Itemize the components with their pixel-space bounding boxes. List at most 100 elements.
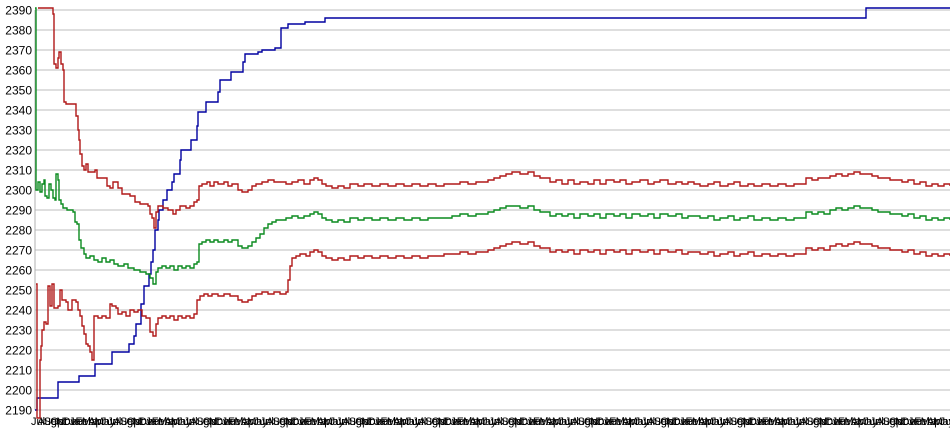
x-axis-label: Sep [577,416,597,428]
x-axis-label: Feb [380,416,399,428]
x-axis-label: May [95,416,116,428]
x-axis-label: Nov [56,416,76,428]
x-axis-label: Oct [355,416,372,428]
x-axis-label: May [476,416,497,428]
x-axis-label: Apr [622,416,639,428]
x-axis-label: Mar [387,416,406,428]
x-axis-label: Dec [749,416,769,428]
x-axis-label: Oct [203,416,220,428]
x-axis-label: Oct [126,416,143,428]
x-axis-label: May [171,416,192,428]
y-axis-label: 2250 [5,284,32,298]
x-axis-label: Dec [673,416,693,428]
x-axis-label: Apr [469,416,486,428]
x-axis-label: Sep [196,416,216,428]
y-axis-label: 2350 [5,84,32,98]
x-axis-label: Jan [527,416,545,428]
x-axis-label: May [323,416,344,428]
x-axis-label: Nov [209,416,229,428]
x-axis-label: Aug [190,416,210,428]
x-axis-label: Feb [914,416,933,428]
x-axis-label: Jul [870,416,884,428]
x-axis-label: Mar [311,416,330,428]
x-axis-label: Sep [272,416,292,428]
x-axis-label: Jun [101,416,119,428]
x-axis-label: Jun [330,416,348,428]
x-axis-label: Jun [482,416,500,428]
x-axis-label: Sep [806,416,826,428]
y-axis-label: 2200 [5,384,32,398]
x-axis-label: Apr [317,416,334,428]
x-axis-label: Feb [457,416,476,428]
x-axis-label: Jan [679,416,697,428]
y-axis-label: 2330 [5,124,32,138]
x-axis-label: Oct [431,416,448,428]
y-axis-label: 2390 [5,4,32,18]
x-axis-label: Feb [838,416,857,428]
x-axis-label: Feb [762,416,781,428]
x-axis-label: May [933,416,950,428]
x-axis-label: Apr [546,416,563,428]
x-axis-label: Aug [800,416,820,428]
x-axis-label: Nov [514,416,534,428]
x-axis-label: Apr [851,416,868,428]
y-axis-label: 2380 [5,24,32,38]
x-axis-label: Nov [819,416,839,428]
y-axis-label: 2270 [5,244,32,258]
x-axis-label: May [247,416,268,428]
x-axis-label: Jul [565,416,579,428]
x-axis-label: Jan [374,416,392,428]
x-axis-label: Jan [298,416,316,428]
x-axis-label: Jul [107,416,121,428]
series-lower-red-band [36,241,950,419]
y-axis-label: 2310 [5,164,32,178]
x-axis-label: Sep [349,416,369,428]
x-axis-label: Jul [489,416,503,428]
x-axis-label: Dec [520,416,540,428]
x-axis-label: Nov [285,416,305,428]
series-blue-step-line [35,7,950,411]
x-axis-label: Sep [425,416,445,428]
y-axis-label: 2340 [5,104,32,118]
x-axis-label: Oct [889,416,906,428]
x-axis-label: Oct [660,416,677,428]
x-axis-label: Jul [260,416,274,428]
y-axis-label: 2230 [5,324,32,338]
x-axis-label: Aug [342,416,362,428]
x-axis-label: Aug [647,416,667,428]
x-axis-label: May [552,416,573,428]
x-axis-label: Nov [590,416,610,428]
y-axis-label: 2360 [5,64,32,78]
x-axis-label: May [857,416,878,428]
x-axis-label: Mar [616,416,635,428]
y-axis-label: 2320 [5,144,32,158]
x-axis-label: Jul [717,416,731,428]
x-axis-label: Jan [603,416,621,428]
x-axis-label: Jun [940,416,950,428]
x-axis-label: Sep [882,416,902,428]
x-axis-label: Jul [31,416,45,428]
x-axis-label: Jul [336,416,350,428]
x-axis-label: Oct [584,416,601,428]
x-axis-label: Oct [508,416,525,428]
x-axis-label: Apr [164,416,181,428]
x-axis-label: May [400,416,421,428]
x-axis-label: Sep [44,416,64,428]
y-axis-label: 2240 [5,304,32,318]
x-axis-label: Mar [158,416,177,428]
x-axis-label: Jul [184,416,198,428]
x-axis-label: Jun [635,416,653,428]
x-axis-label: Jan [755,416,773,428]
x-axis-label: Jun [711,416,729,428]
x-axis-label: Apr [241,416,258,428]
x-axis-label: Oct [736,416,753,428]
x-axis-label: Dec [825,416,845,428]
x-axis-label: Dec [139,416,159,428]
x-axis-label: Mar [234,416,253,428]
x-axis-label: Apr [88,416,105,428]
y-axis-label: 2280 [5,224,32,238]
x-axis-label: Jun [177,416,195,428]
x-axis-label: Jan [145,416,163,428]
x-axis-label: May [781,416,802,428]
